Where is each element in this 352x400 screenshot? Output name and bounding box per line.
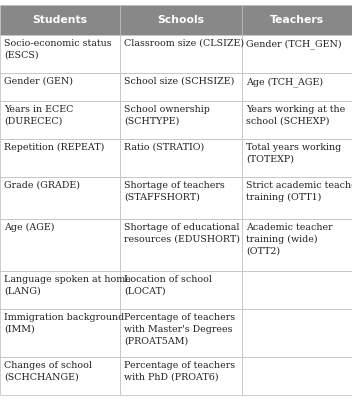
Bar: [242, 219, 352, 271]
Bar: [242, 177, 352, 219]
Text: Ratio (STRATIO): Ratio (STRATIO): [124, 143, 204, 152]
Bar: [120, 271, 242, 309]
Bar: [120, 139, 242, 177]
Bar: [0, 219, 120, 271]
Bar: [120, 219, 242, 271]
Bar: [120, 73, 242, 101]
Bar: [0, 139, 120, 177]
Text: Repetition (REPEAT): Repetition (REPEAT): [4, 143, 105, 152]
Bar: [0, 101, 120, 139]
Text: Immigration background
(IMM): Immigration background (IMM): [4, 313, 124, 334]
Bar: [0, 5, 120, 35]
Bar: [0, 73, 120, 101]
Bar: [0, 35, 120, 73]
Bar: [120, 309, 242, 357]
Text: Percentage of teachers
with Master's Degrees
(PROAT5AM): Percentage of teachers with Master's Deg…: [124, 313, 235, 346]
Text: School ownership
(SCHTYPE): School ownership (SCHTYPE): [124, 105, 210, 126]
Bar: [120, 177, 242, 219]
Bar: [0, 177, 120, 219]
Text: School size (SCHSIZE): School size (SCHSIZE): [124, 77, 234, 86]
Bar: [242, 73, 352, 101]
Text: Percentage of teachers
with PhD (PROAT6): Percentage of teachers with PhD (PROAT6): [124, 361, 235, 382]
Text: Age (AGE): Age (AGE): [4, 223, 55, 232]
Bar: [120, 357, 242, 395]
Text: Gender (GEN): Gender (GEN): [4, 77, 73, 86]
Bar: [242, 101, 352, 139]
Bar: [0, 309, 120, 357]
Text: Teachers: Teachers: [270, 15, 324, 25]
Text: Schools: Schools: [157, 15, 205, 25]
Bar: [0, 357, 120, 395]
Text: Strict academic teacher
training (OTT1): Strict academic teacher training (OTT1): [246, 181, 352, 202]
Bar: [242, 309, 352, 357]
Bar: [242, 5, 352, 35]
Text: Shortage of educational
resources (EDUSHORT): Shortage of educational resources (EDUSH…: [124, 223, 240, 244]
Bar: [120, 5, 242, 35]
Bar: [0, 271, 120, 309]
Bar: [242, 139, 352, 177]
Text: Gender (TCH_GEN): Gender (TCH_GEN): [246, 39, 342, 49]
Text: Grade (GRADE): Grade (GRADE): [4, 181, 80, 190]
Text: Socio-economic status
(ESCS): Socio-economic status (ESCS): [4, 39, 112, 60]
Bar: [242, 35, 352, 73]
Text: Total years working
(TOTEXP): Total years working (TOTEXP): [246, 143, 341, 164]
Text: Classroom size (CLSIZE): Classroom size (CLSIZE): [124, 39, 244, 48]
Text: Years working at the
school (SCHEXP): Years working at the school (SCHEXP): [246, 105, 345, 126]
Text: Shortage of teachers
(STAFFSHORT): Shortage of teachers (STAFFSHORT): [124, 181, 225, 202]
Bar: [120, 101, 242, 139]
Text: Changes of school
(SCHCHANGE): Changes of school (SCHCHANGE): [4, 361, 92, 382]
Text: Location of school
(LOCAT): Location of school (LOCAT): [124, 275, 212, 296]
Text: Language spoken at home
(LANG): Language spoken at home (LANG): [4, 275, 131, 296]
Bar: [242, 271, 352, 309]
Bar: [242, 357, 352, 395]
Text: Years in ECEC
(DURECEC): Years in ECEC (DURECEC): [4, 105, 73, 126]
Text: Age (TCH_AGE): Age (TCH_AGE): [246, 77, 323, 87]
Text: Students: Students: [32, 15, 88, 25]
Text: Academic teacher
training (wide)
(OTT2): Academic teacher training (wide) (OTT2): [246, 223, 333, 256]
Bar: [120, 35, 242, 73]
